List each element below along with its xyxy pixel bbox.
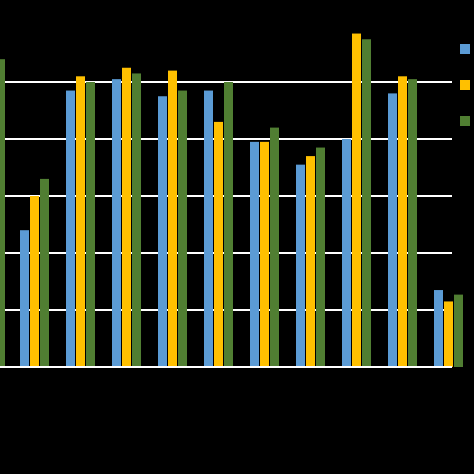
bar-s1-c8 [342,139,351,367]
bar-s1-c10 [434,290,443,367]
bar-s2-c3 [122,67,131,367]
bar-s1-c4 [158,96,167,367]
bar-s1-c6 [250,141,259,367]
bar-s3-c8 [362,39,371,367]
bar-partial [0,59,5,367]
bar-s3-c1 [40,178,49,367]
legend [460,44,470,126]
bar-s3-c5 [224,82,233,367]
bar-s2-c5 [214,121,223,368]
legend-swatch-3 [460,116,470,126]
bar-s3-c7 [316,147,325,367]
bar-s1-c9 [388,93,397,368]
bar-s1-c1 [20,230,29,367]
bar-s2-c8 [352,33,361,368]
bar-s3-c6 [270,127,279,367]
bar-s2-c1 [30,196,39,367]
bar-s2-c9 [398,76,407,368]
bar-s3-c10 [454,294,463,367]
legend-swatch-1 [460,44,470,54]
bar-s1-c2 [66,90,75,368]
legend-swatch-2 [460,80,470,90]
bar-s3-c2 [86,82,95,367]
bar-s3-c3 [132,73,141,367]
bar-s1-c7 [296,164,305,367]
bar-s2-c6 [260,141,269,367]
bar-s1-c5 [204,90,213,368]
bar-s2-c4 [168,70,177,367]
bar-s1-c3 [112,79,121,368]
bar-s3-c9 [408,79,417,368]
bars [0,33,463,368]
bar-s2-c7 [306,156,315,367]
bar-s2-c10 [444,301,453,367]
bar-s2-c2 [76,76,85,368]
bar-s3-c4 [178,90,187,368]
